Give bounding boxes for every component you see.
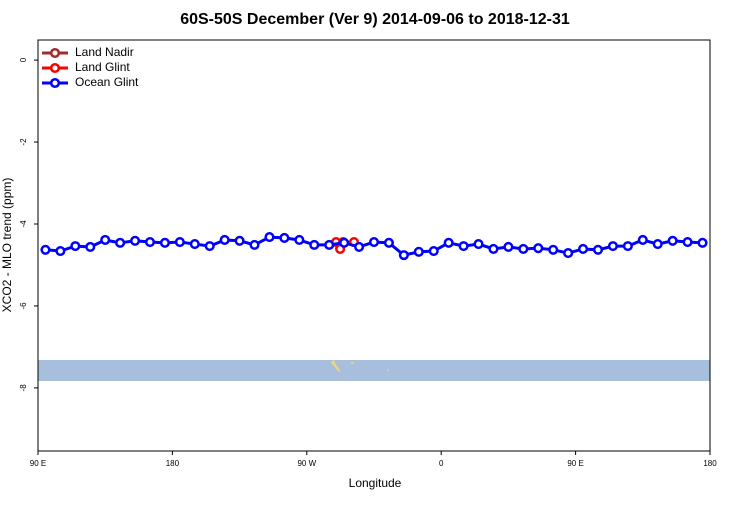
map-strip <box>38 360 710 381</box>
data-point <box>652 239 663 250</box>
data-point <box>697 237 708 248</box>
y-tick-label: -6 <box>19 302 28 310</box>
data-point <box>40 244 51 255</box>
y-tick-label: -8 <box>19 384 28 392</box>
data-point <box>622 241 633 252</box>
data-point <box>130 235 141 246</box>
legend-label: Land Nadir <box>75 45 134 59</box>
x-tick-label: 90 E <box>567 459 583 468</box>
land-patch <box>351 362 354 364</box>
data-point <box>219 234 230 246</box>
legend-label: Land Glint <box>75 60 130 74</box>
data-point <box>70 241 81 252</box>
data-point <box>413 246 424 257</box>
y-tick-label: -4 <box>19 220 28 228</box>
legend-marker <box>49 47 61 59</box>
data-point <box>189 239 200 250</box>
data-point <box>458 241 469 252</box>
data-point <box>503 241 514 252</box>
data-point <box>339 237 350 248</box>
y-axis-label: XCO2 - MLO trend (ppm) <box>0 178 14 313</box>
data-point <box>55 245 66 257</box>
x-tick-label: 90 W <box>297 459 316 468</box>
data-point <box>518 243 529 255</box>
data-point <box>144 236 156 248</box>
data-point <box>607 241 618 252</box>
x-tick-label: 90 E <box>30 459 46 468</box>
data-point <box>204 241 215 252</box>
x-tick-label: 180 <box>166 459 180 468</box>
x-tick-label: 0 <box>439 459 444 468</box>
data-point <box>548 244 559 255</box>
data-point <box>159 237 170 248</box>
legend-marker <box>49 62 61 74</box>
data-point <box>279 232 290 243</box>
land-patch <box>331 360 341 372</box>
data-point <box>682 236 693 248</box>
data-point <box>637 234 648 246</box>
y-tick-label: 0 <box>19 57 28 62</box>
data-point <box>174 236 185 248</box>
x-tick-label: 180 <box>703 459 717 468</box>
data-point <box>473 239 484 250</box>
y-tick-label: -2 <box>19 138 28 146</box>
data-point <box>578 243 589 255</box>
data-point <box>115 237 126 248</box>
data-point <box>100 234 111 246</box>
data-point <box>324 239 335 250</box>
data-point <box>309 239 320 250</box>
data-point <box>368 236 380 248</box>
x-axis-label: Longitude <box>349 476 402 490</box>
data-point <box>294 234 305 246</box>
data-point <box>592 244 604 255</box>
data-point <box>383 237 394 248</box>
legend-label: Ocean Glint <box>75 75 139 89</box>
data-point <box>488 243 499 255</box>
data-point <box>667 235 678 246</box>
land-patch <box>387 369 389 371</box>
data-point <box>443 237 454 248</box>
data-point <box>85 241 96 252</box>
plot-frame <box>37 39 711 452</box>
data-point <box>234 235 245 246</box>
data-point <box>533 243 544 254</box>
data-point <box>398 250 409 261</box>
legend-marker <box>49 77 61 89</box>
data-point <box>264 232 275 243</box>
data-point <box>354 241 365 252</box>
data-point <box>428 245 439 257</box>
data-point <box>563 248 574 259</box>
chart-title: 60S-50S December (Ver 9) 2014-09-06 to 2… <box>180 11 570 28</box>
data-point <box>249 239 260 250</box>
